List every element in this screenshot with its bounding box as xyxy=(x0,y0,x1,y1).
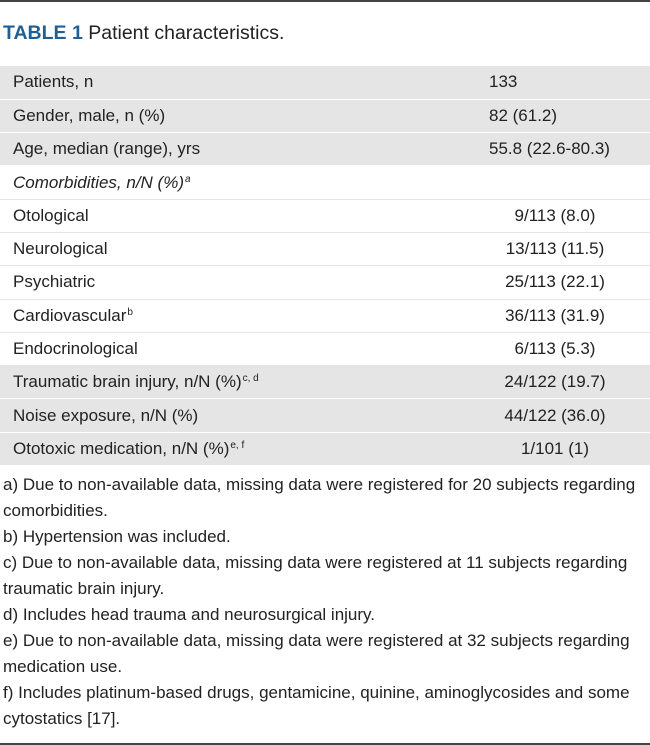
table-row: Psychiatric 25/113 (22.1) xyxy=(0,265,650,300)
row-label: Traumatic brain injury, n/N (%) xyxy=(13,372,242,392)
row-label: Otological xyxy=(13,205,89,225)
table-row: Neurological 13/113 (11.5) xyxy=(0,232,650,267)
row-label-cell: Comorbidities, n/N (%)a xyxy=(0,165,460,200)
row-value: 6/113 (5.3) xyxy=(514,339,596,359)
row-value: 13/113 (11.5) xyxy=(505,239,605,259)
row-value-cell: 44/122 (36.0) xyxy=(460,398,650,433)
row-value-cell: 133 xyxy=(460,66,650,100)
row-value: 9/113 (8.0) xyxy=(514,205,596,225)
row-label-cell: Noise exposure, n/N (%) xyxy=(0,398,460,433)
row-label-cell: Otological xyxy=(0,199,460,233)
table-row: Age, median (range), yrs 55.8 (22.6-80.3) xyxy=(0,132,650,167)
row-label: Gender, male, n (%) xyxy=(13,105,166,125)
table-title: TABLE 1 Patient characteristics. xyxy=(3,22,284,45)
row-label-cell: Cardiovascularb xyxy=(0,299,460,333)
title-label: TABLE 1 xyxy=(3,22,83,44)
row-value-cell: 36/113 (31.9) xyxy=(460,299,650,333)
table-row: Comorbidities, n/N (%)a xyxy=(0,165,650,200)
row-value: 44/122 (36.0) xyxy=(504,405,606,425)
table-row: Ototoxic medication, n/N (%)e, f 1/101 (1… xyxy=(0,432,650,467)
footnote-marker: c, d xyxy=(242,373,259,385)
footnote: a) Due to non-available data, missing da… xyxy=(3,475,636,520)
table-row: Cardiovascularb 36/113 (31.9) xyxy=(0,299,650,333)
footnote: d) Includes head trauma and neurosurgica… xyxy=(3,605,376,624)
row-label: Age, median (range), yrs xyxy=(13,139,201,159)
row-label: Comorbidities, n/N (%) xyxy=(13,172,184,192)
row-value-cell: 13/113 (11.5) xyxy=(460,232,650,267)
row-value-cell: 24/122 (19.7) xyxy=(460,365,650,400)
row-label: Neurological xyxy=(13,239,108,259)
table: Patients, n 133 Gender, male, n (%) 82 (61.… xyxy=(0,66,650,467)
row-value-cell: 82 (61.2) xyxy=(460,99,650,134)
row-label: Noise exposure, n/N (%) xyxy=(13,405,199,425)
table-row: Gender, male, n (%) 82 (61.2) xyxy=(0,99,650,134)
footnotes: a) Due to non-available data, missing da… xyxy=(3,472,643,732)
row-label-cell: Traumatic brain injury, n/N (%)c, d xyxy=(0,365,460,400)
row-value: 82 (61.2) xyxy=(489,105,558,125)
table-row: Traumatic brain injury, n/N (%)c, d 24/12… xyxy=(0,365,650,400)
row-value-cell xyxy=(460,165,650,200)
footnote: c) Due to non-available data, missing da… xyxy=(3,553,628,598)
footnote: f) Includes platinum-based drugs, gentam… xyxy=(3,683,630,728)
row-label-cell: Patients, n xyxy=(0,66,460,100)
row-value-cell: 6/113 (5.3) xyxy=(460,332,650,367)
row-value-cell: 1/101 (1) xyxy=(460,432,650,467)
row-label: Psychiatric xyxy=(13,272,96,292)
row-value: 55.8 (22.6-80.3) xyxy=(489,139,610,159)
row-label-cell: Neurological xyxy=(0,232,460,267)
row-label-cell: Endocrinological xyxy=(0,332,460,367)
footnote: e) Due to non-available data, missing da… xyxy=(3,631,630,676)
row-value: 1/101 (1) xyxy=(520,438,590,458)
row-value: 36/113 (31.9) xyxy=(505,305,605,325)
row-value-cell: 55.8 (22.6-80.3) xyxy=(460,132,650,167)
row-label: Ototoxic medication, n/N (%) xyxy=(13,438,230,458)
row-label-cell: Ototoxic medication, n/N (%)e, f xyxy=(0,432,460,467)
row-value: 133 xyxy=(489,72,518,92)
row-label-cell: Age, median (range), yrs xyxy=(0,132,460,167)
row-label: Cardiovascular xyxy=(13,305,127,325)
footnote: b) Hypertension was included. xyxy=(3,527,231,546)
footnote-marker: e, f xyxy=(230,439,245,451)
row-label-cell: Gender, male, n (%) xyxy=(0,99,460,134)
table-row: Endocrinological 6/113 (5.3) xyxy=(0,332,650,367)
row-value-cell: 25/113 (22.1) xyxy=(460,265,650,300)
row-label: Patients, n xyxy=(13,72,94,92)
footnote-marker: a xyxy=(185,173,191,185)
row-value-cell: 9/113 (8.0) xyxy=(460,199,650,233)
row-value: 24/122 (19.7) xyxy=(504,372,606,392)
row-label: Endocrinological xyxy=(13,339,138,359)
table-row: Noise exposure, n/N (%) 44/122 (36.0) xyxy=(0,398,650,433)
table-row: Otological 9/113 (8.0) xyxy=(0,199,650,233)
title-text: Patient characteristics. xyxy=(88,22,285,44)
row-label-cell: Psychiatric xyxy=(0,265,460,300)
row-value: 25/113 (22.1) xyxy=(505,272,605,292)
table-row: Patients, n 133 xyxy=(0,66,650,100)
footnote-marker: b xyxy=(127,306,133,318)
